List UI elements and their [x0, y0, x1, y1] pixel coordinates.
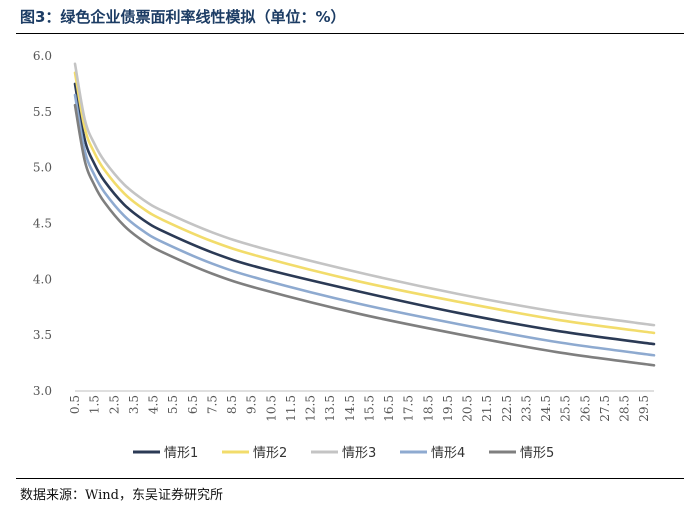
x-tick-label: 14.5 [343, 395, 357, 422]
x-tick-label: 28.5 [618, 395, 632, 422]
x-tick-label: 10.5 [264, 395, 278, 422]
legend-label-2: 情形2 [253, 446, 287, 461]
y-tick-label: 3.5 [33, 328, 52, 342]
x-tick-label: 4.5 [147, 395, 161, 414]
x-axis: 0.5 1.5 2.5 3.5 4.5 5.5 6.5 7.5 8.5 9.5 10.5 11.5 12… [68, 390, 654, 422]
x-tick-label: 11.5 [284, 395, 298, 422]
x-tick-label: 25.5 [559, 395, 573, 422]
x-tick-label: 7.5 [205, 395, 219, 414]
series-line-3 [73, 62, 656, 327]
title-divider [16, 33, 684, 34]
x-tick-label: 27.5 [598, 395, 612, 422]
source-divider [16, 478, 684, 479]
y-tick-label: 5.5 [33, 105, 52, 119]
legend-label-5: 情形5 [520, 446, 554, 461]
source-note: 数据来源：Wind，东吴证券研究所 [20, 488, 223, 503]
x-tick-label: 18.5 [421, 395, 435, 422]
series-line-5 [73, 103, 656, 367]
x-tick-label: 1.5 [88, 395, 102, 414]
x-tick-label: 29.5 [637, 395, 651, 422]
x-tick-label: 12.5 [304, 395, 318, 422]
series-line-1 [73, 82, 656, 346]
series-line-4 [73, 93, 656, 357]
x-tick-label: 15.5 [362, 395, 376, 422]
x-tick-label: 22.5 [500, 395, 514, 422]
x-tick-label: 2.5 [107, 395, 121, 414]
legend-label-4: 情形4 [431, 446, 465, 461]
x-tick-label: 19.5 [441, 395, 455, 422]
x-tick-label: 24.5 [539, 395, 553, 422]
y-tick-label: 6.0 [33, 49, 52, 63]
series-lines [73, 62, 656, 367]
x-tick-label: 9.5 [245, 395, 259, 414]
series-line-2 [73, 71, 656, 335]
x-tick-label: 17.5 [402, 395, 416, 422]
x-tick-label: 5.5 [166, 395, 180, 414]
legend-label-3: 情形3 [342, 446, 376, 461]
legend: 情形1 情形2 情形3 情形4 情形5 [133, 446, 554, 461]
legend-label-1: 情形1 [164, 446, 198, 461]
x-tick-label: 20.5 [461, 395, 475, 422]
y-axis: 3.0 3.5 4.0 4.5 5.0 5.5 6.0 [33, 49, 52, 398]
y-tick-label: 5.0 [33, 161, 52, 175]
x-tick-label: 0.5 [68, 395, 82, 414]
y-tick-label: 4.0 [33, 272, 52, 286]
x-tick-label: 21.5 [480, 395, 494, 422]
y-tick-label: 3.0 [33, 384, 52, 398]
y-tick-label: 4.5 [33, 217, 52, 231]
x-tick-label: 26.5 [578, 395, 592, 422]
x-tick-label: 3.5 [127, 395, 141, 414]
x-tick-label: 6.5 [186, 395, 200, 414]
x-tick-label: 8.5 [225, 395, 239, 414]
x-tick-label: 13.5 [323, 395, 337, 422]
x-tick-label: 16.5 [382, 395, 396, 422]
x-tick-label: 23.5 [519, 395, 533, 422]
figure-title: 图3：绿色企业债票面利率线性模拟（单位：%） [20, 8, 346, 26]
